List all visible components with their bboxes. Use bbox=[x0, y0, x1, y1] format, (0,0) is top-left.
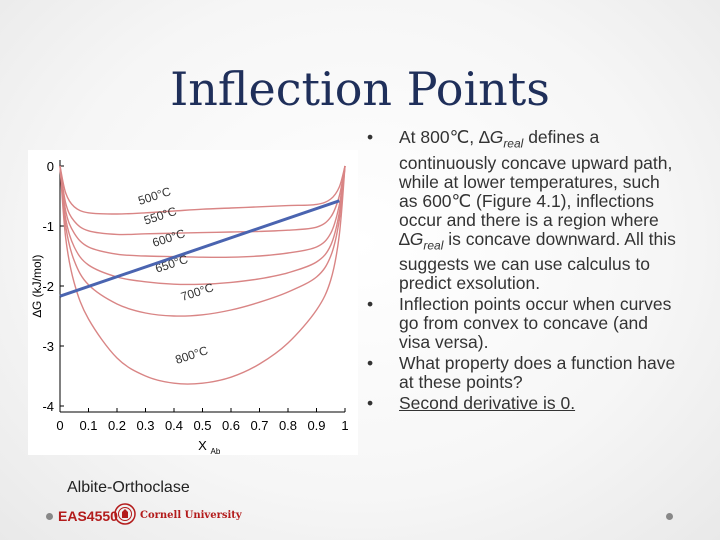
x-tick-label: 0.5 bbox=[193, 418, 211, 433]
common-tangent-line bbox=[59, 199, 340, 298]
bullet-text: real bbox=[423, 238, 444, 252]
bullet-item: • Inflection points occur when curves go … bbox=[362, 295, 682, 352]
footer-dot-left bbox=[46, 513, 53, 520]
x-tick-label: 0.9 bbox=[307, 418, 325, 433]
bullet-text: G bbox=[409, 228, 424, 249]
bullet-text: At 800℃, ∆ bbox=[399, 127, 490, 147]
gibbs-energy-chart: 0 0.1 0.2 0.3 0.4 0.5 0.6 0.7 0.8 0.9 1 0 -1 -2 -3 -4 X A… bbox=[30, 159, 349, 456]
x-tick-label: 0.1 bbox=[79, 418, 97, 433]
x-tick-label: 0.8 bbox=[279, 418, 297, 433]
bullet-text: defines a continuously concave upward pa… bbox=[399, 127, 673, 249]
series-label: 600°C bbox=[151, 226, 187, 250]
series-label: 700°C bbox=[179, 280, 215, 304]
bullet-marker: • bbox=[367, 127, 374, 147]
y-tick-label: -4 bbox=[42, 399, 54, 414]
bullet-item: • Second derivative is 0. bbox=[362, 394, 682, 413]
series-curve bbox=[59, 165, 346, 215]
y-tick-label: 0 bbox=[47, 159, 54, 174]
institution-logo: Cornell University bbox=[140, 510, 242, 521]
figure-caption: Albite-Orthoclase bbox=[67, 479, 190, 496]
chart-panel: 0 0.1 0.2 0.3 0.4 0.5 0.6 0.7 0.8 0.9 1 0 -1 -2 -3 -4 X A… bbox=[28, 150, 358, 456]
bullet-item: • At 800℃, ∆Greal defines a continuously … bbox=[362, 128, 682, 293]
series-curve bbox=[59, 165, 346, 259]
bullet-text: What property does a function have at th… bbox=[399, 353, 676, 392]
bullet-text: G bbox=[489, 127, 504, 147]
bullet-text: is concave downward. All this suggests w… bbox=[399, 228, 676, 293]
cornell-seal-icon bbox=[114, 503, 136, 525]
footer-dot-right bbox=[666, 513, 673, 520]
series-label: 500°C bbox=[136, 184, 172, 208]
bullet-marker: • bbox=[367, 393, 374, 413]
x-axis-label-subscript: Ab bbox=[211, 447, 221, 455]
x-tick-label: 0.4 bbox=[165, 418, 183, 433]
y-tick-label: -3 bbox=[42, 339, 54, 354]
slide-title: Inflection Points bbox=[170, 62, 550, 116]
series-curve bbox=[59, 165, 346, 286]
x-tick-label: 0.2 bbox=[108, 418, 126, 433]
bullet-item: • What property does a function have at t… bbox=[362, 354, 682, 392]
bullet-marker: • bbox=[367, 353, 374, 373]
series-label: 800°C bbox=[173, 343, 209, 367]
y-axis-label: ∆G (kJ/mol) bbox=[30, 255, 44, 318]
y-tick-label: -1 bbox=[42, 219, 54, 234]
bullet-list: • At 800℃, ∆Greal defines a continuously … bbox=[362, 128, 682, 415]
x-tick-label: 0.7 bbox=[250, 418, 268, 433]
x-axis-label: X bbox=[198, 438, 207, 453]
series-curve bbox=[59, 165, 346, 236]
series-label: 550°C bbox=[142, 204, 178, 228]
course-logo: EAS4550 bbox=[58, 508, 118, 524]
x-tick-label: 0 bbox=[56, 418, 63, 433]
bullet-text: Second derivative is 0. bbox=[399, 393, 576, 413]
bullet-marker: • bbox=[367, 294, 374, 314]
series-curve bbox=[59, 165, 346, 317]
bullet-text: real bbox=[503, 136, 524, 151]
y-tick-label: -2 bbox=[42, 279, 54, 294]
x-tick-label: 1 bbox=[341, 418, 348, 433]
bullet-text: Inflection points occur when curves go f… bbox=[399, 294, 672, 352]
x-tick-label: 0.3 bbox=[136, 418, 154, 433]
x-tick-label: 0.6 bbox=[222, 418, 240, 433]
